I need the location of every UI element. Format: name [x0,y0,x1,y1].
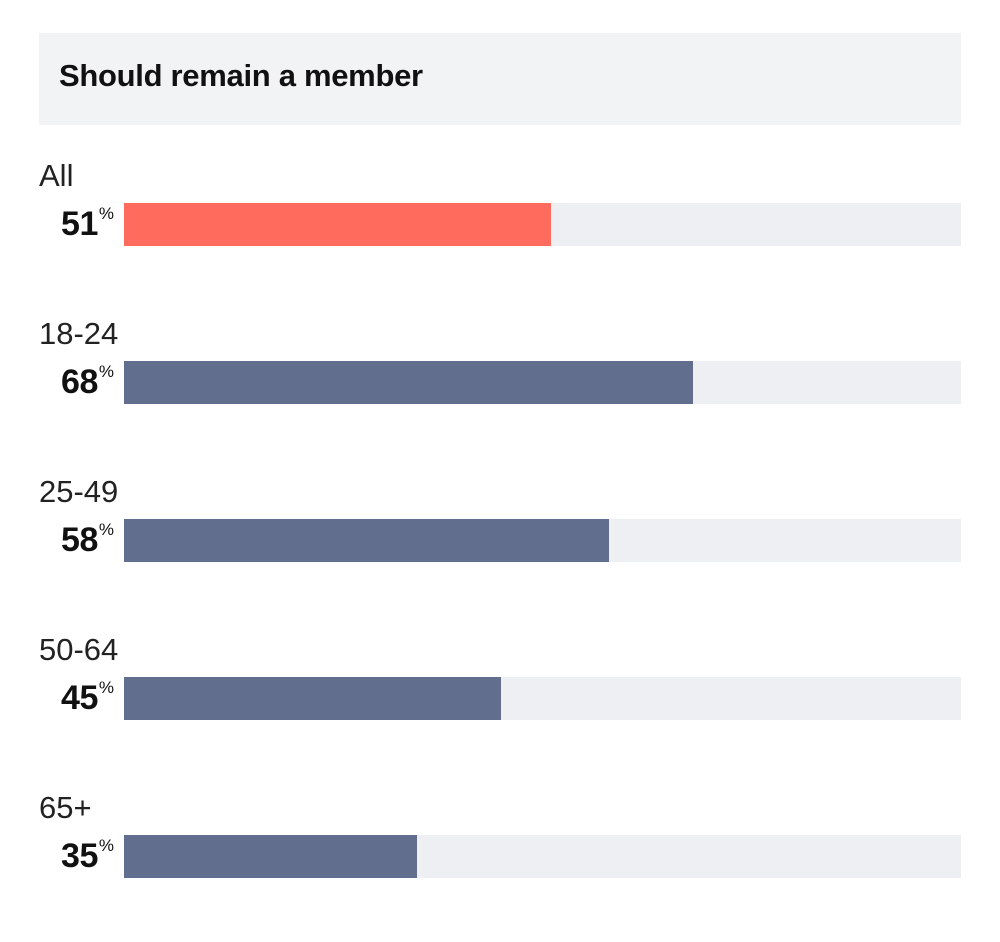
bar-group: 25-49 58% [0,474,1000,604]
value-label: 68% [61,360,114,404]
bar [124,835,417,878]
bar-group: All 51% [0,158,1000,288]
bar-track [124,361,961,404]
bar-track [124,677,961,720]
chart-header: Should remain a member [39,33,961,125]
category-label: All [39,158,74,193]
value-number: 35 [61,837,98,875]
chart-title: Should remain a member [59,58,423,93]
bar [124,519,610,562]
category-label: 50-64 [39,632,119,667]
bar-group: 18-24 68% [0,316,1000,446]
bar [124,361,694,404]
bar [124,203,551,246]
value-label: 45% [61,676,114,720]
category-label: 65+ [39,790,92,825]
bar-track [124,835,961,878]
value-number: 45 [61,679,98,717]
value-number: 68 [61,363,98,401]
value-unit: % [98,678,114,697]
value-label: 51% [61,202,114,246]
value-number: 58 [61,521,98,559]
bar-track [124,519,961,562]
bar [124,677,501,720]
category-label: 25-49 [39,474,119,509]
category-label: 18-24 [39,316,119,351]
bar-group: 50-64 45% [0,632,1000,762]
value-unit: % [98,204,114,223]
value-label: 35% [61,834,114,878]
value-unit: % [98,520,114,539]
value-unit: % [98,836,114,855]
value-number: 51 [61,205,98,243]
bar-track [124,203,961,246]
value-label: 58% [61,518,114,562]
value-unit: % [98,362,114,381]
bar-group: 65+ 35% [0,790,1000,920]
